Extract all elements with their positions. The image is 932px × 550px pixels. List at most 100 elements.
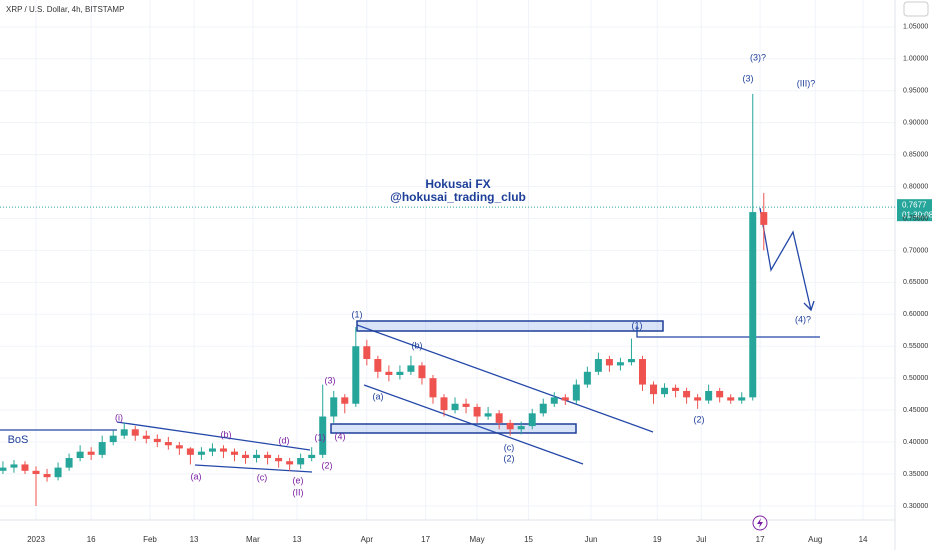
candle-body <box>418 365 426 379</box>
y-tick-label: 0.80000 <box>903 183 928 190</box>
y-tick-label: 1.00000 <box>903 56 928 63</box>
candle-body <box>286 461 294 465</box>
x-tick-label: May <box>470 535 485 544</box>
candle-body <box>253 454 261 459</box>
channel-line <box>356 324 654 433</box>
candle-body <box>43 474 51 478</box>
watermark: @hokusai_trading_club <box>390 190 526 204</box>
candle-body <box>396 371 404 375</box>
candle-body <box>716 390 724 398</box>
candle-body <box>0 467 7 471</box>
candles <box>0 93 768 506</box>
x-tick-label: 13 <box>190 535 199 544</box>
y-tick-label: 0.60000 <box>903 311 928 318</box>
trend-line <box>116 421 311 451</box>
y-tick-label: 0.75000 <box>903 215 928 222</box>
candle-body <box>583 371 591 385</box>
annotation: (4)? <box>795 314 811 324</box>
candle-body <box>319 416 327 455</box>
candle-body <box>561 397 569 401</box>
candle-body <box>517 426 525 430</box>
y-tick-label: 0.65000 <box>903 279 928 286</box>
candle-body <box>650 384 658 395</box>
candle-body <box>727 397 735 401</box>
annotation: (b) <box>412 340 423 350</box>
candle-body <box>462 403 470 407</box>
annotation: (3) <box>325 375 336 385</box>
candle-body <box>594 359 602 372</box>
candle-body <box>297 458 305 465</box>
drawings <box>0 207 820 473</box>
annotation: (III)? <box>797 78 816 88</box>
candle-body <box>506 422 514 430</box>
x-tick-label: 15 <box>524 535 533 544</box>
candle-body <box>131 429 139 436</box>
annotation: (c) <box>257 472 268 482</box>
candle-body <box>638 359 646 385</box>
annotation: (d) <box>279 435 290 445</box>
x-tick-label: 17 <box>756 535 765 544</box>
axis-button[interactable] <box>903 1 929 17</box>
annotation: (3)? <box>750 52 766 62</box>
chart-title: XRP / U.S. Dollar, 4h, BITSTAMP <box>6 5 124 14</box>
candle-body <box>616 362 624 366</box>
candle-body <box>451 403 459 411</box>
candle-body <box>672 387 680 391</box>
candle-body <box>21 464 29 471</box>
candle-body <box>186 448 194 455</box>
candle-body <box>242 454 250 459</box>
candle-body <box>627 359 635 363</box>
y-tick-label: 0.30000 <box>903 503 928 510</box>
candle-body <box>219 448 227 452</box>
candle-body <box>153 438 161 443</box>
projection-arrow <box>759 207 812 311</box>
x-tick-label: 14 <box>859 535 868 544</box>
annotation: (2) <box>322 460 333 470</box>
candle-body <box>87 451 95 455</box>
candle-body <box>683 390 691 398</box>
zone-box <box>356 320 664 332</box>
candle-body <box>275 458 283 462</box>
candle-body <box>528 413 536 427</box>
candle-body <box>32 470 40 475</box>
candle-body <box>109 435 117 443</box>
candle-body <box>98 442 106 455</box>
candle-body <box>473 406 481 417</box>
annotation: (II) <box>293 487 304 497</box>
candle-body <box>330 397 338 417</box>
candle-body <box>10 464 18 468</box>
candle-body <box>65 458 73 468</box>
x-tick-label: 13 <box>293 535 302 544</box>
candle-body <box>142 435 150 439</box>
x-tick-label: Aug <box>808 535 822 544</box>
y-tick-label: 0.40000 <box>903 439 928 446</box>
candle-body <box>208 448 216 452</box>
candle-body <box>363 346 371 360</box>
zone-box <box>330 423 577 434</box>
candle-body <box>749 212 757 398</box>
candle-body <box>661 387 669 395</box>
candle-body <box>429 378 437 398</box>
annotation: (2) <box>504 453 515 463</box>
countdown-label: 01:30:08 <box>902 210 932 219</box>
y-tick-label: 0.70000 <box>903 247 928 254</box>
last-price-tag <box>897 199 932 222</box>
candle-body <box>440 397 448 411</box>
candle-body <box>407 365 415 372</box>
candle-body <box>164 442 172 446</box>
x-tick-label: 19 <box>653 535 662 544</box>
x-tick-label: Jun <box>585 535 598 544</box>
y-tick-label: 0.55000 <box>903 343 928 350</box>
candle-body <box>264 454 272 459</box>
candle-body <box>484 413 492 417</box>
x-tick-label: Apr <box>361 535 374 544</box>
candle-body <box>694 397 702 401</box>
x-tick-label: Mar <box>246 535 260 544</box>
candle-body <box>539 403 547 414</box>
candle-body <box>120 429 128 436</box>
candle-body <box>341 397 349 404</box>
annotation: (1) <box>632 320 643 330</box>
y-tick-label: 0.90000 <box>903 119 928 126</box>
candle-body <box>374 359 382 372</box>
